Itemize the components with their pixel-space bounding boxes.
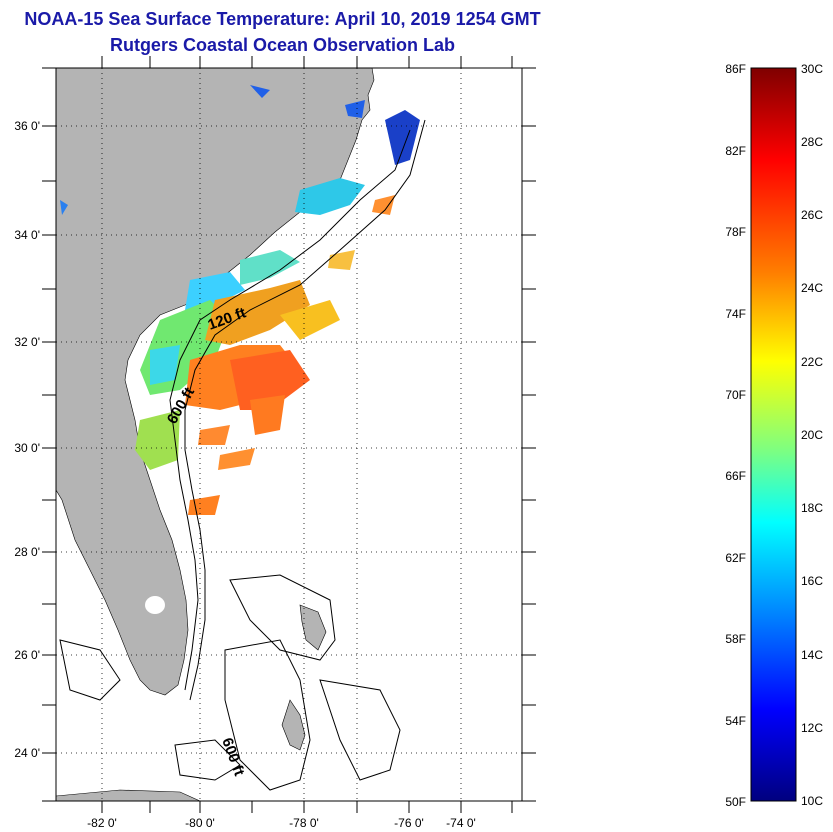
land-mainland	[56, 68, 375, 696]
lon-label: -82 0'	[87, 816, 117, 830]
colorbar-c-label: 30C	[801, 62, 823, 76]
lat-label: 26 0'	[14, 648, 40, 662]
lat-label: 28 0'	[14, 545, 40, 559]
colorbar-c-label: 16C	[801, 574, 823, 588]
lat-label: 32 0'	[14, 335, 40, 349]
lon-label: -74 0'	[446, 816, 476, 830]
colorbar-c-label: 20C	[801, 428, 823, 442]
colorbar-c-label: 22C	[801, 355, 823, 369]
lat-label: 24 0'	[14, 746, 40, 760]
colorbar-f-label: 82F	[725, 144, 746, 158]
colorbar	[750, 67, 797, 802]
map-title: NOAA-15 Sea Surface Temperature: April 1…	[24, 9, 541, 29]
map-frame	[55, 67, 523, 802]
colorbar-c-label: 14C	[801, 648, 823, 662]
lon-label: -80 0'	[185, 816, 215, 830]
colorbar-c-label: 10C	[801, 794, 823, 808]
lat-label: 36 0'	[14, 119, 40, 133]
colorbar-f-label: 54F	[725, 714, 746, 728]
lon-label: -76 0'	[394, 816, 424, 830]
sst-patches	[60, 85, 420, 515]
axis-ticks	[42, 56, 536, 813]
colorbar-c-label: 12C	[801, 721, 823, 735]
land-bahamas-1	[281, 699, 306, 751]
colorbar-c-label: 26C	[801, 208, 823, 222]
lon-label: -78 0'	[289, 816, 319, 830]
colorbar-f-label: 50F	[725, 795, 746, 809]
colorbar-f-label: 86F	[725, 62, 746, 76]
colorbar-c-label: 28C	[801, 135, 823, 149]
colorbar-f-label: 66F	[725, 469, 746, 483]
colorbar-f-label: 70F	[725, 388, 746, 402]
lake-okeechobee	[145, 596, 165, 614]
colorbar-c-label: 24C	[801, 281, 823, 295]
depth-contours	[59, 119, 426, 791]
land-cuba	[56, 789, 201, 801]
colorbar-c-label: 18C	[801, 501, 823, 515]
map-subtitle: Rutgers Coastal Ocean Observation Lab	[109, 35, 456, 55]
colorbar-f-label: 78F	[725, 225, 746, 239]
colorbar-f-label: 62F	[725, 551, 746, 565]
lat-label: 34 0'	[14, 228, 40, 242]
graticule	[56, 68, 522, 801]
colorbar-f-label: 74F	[725, 307, 746, 321]
lat-label: 30 0'	[14, 441, 40, 455]
colorbar-f-label: 58F	[725, 632, 746, 646]
land-bahamas-2	[299, 604, 327, 651]
